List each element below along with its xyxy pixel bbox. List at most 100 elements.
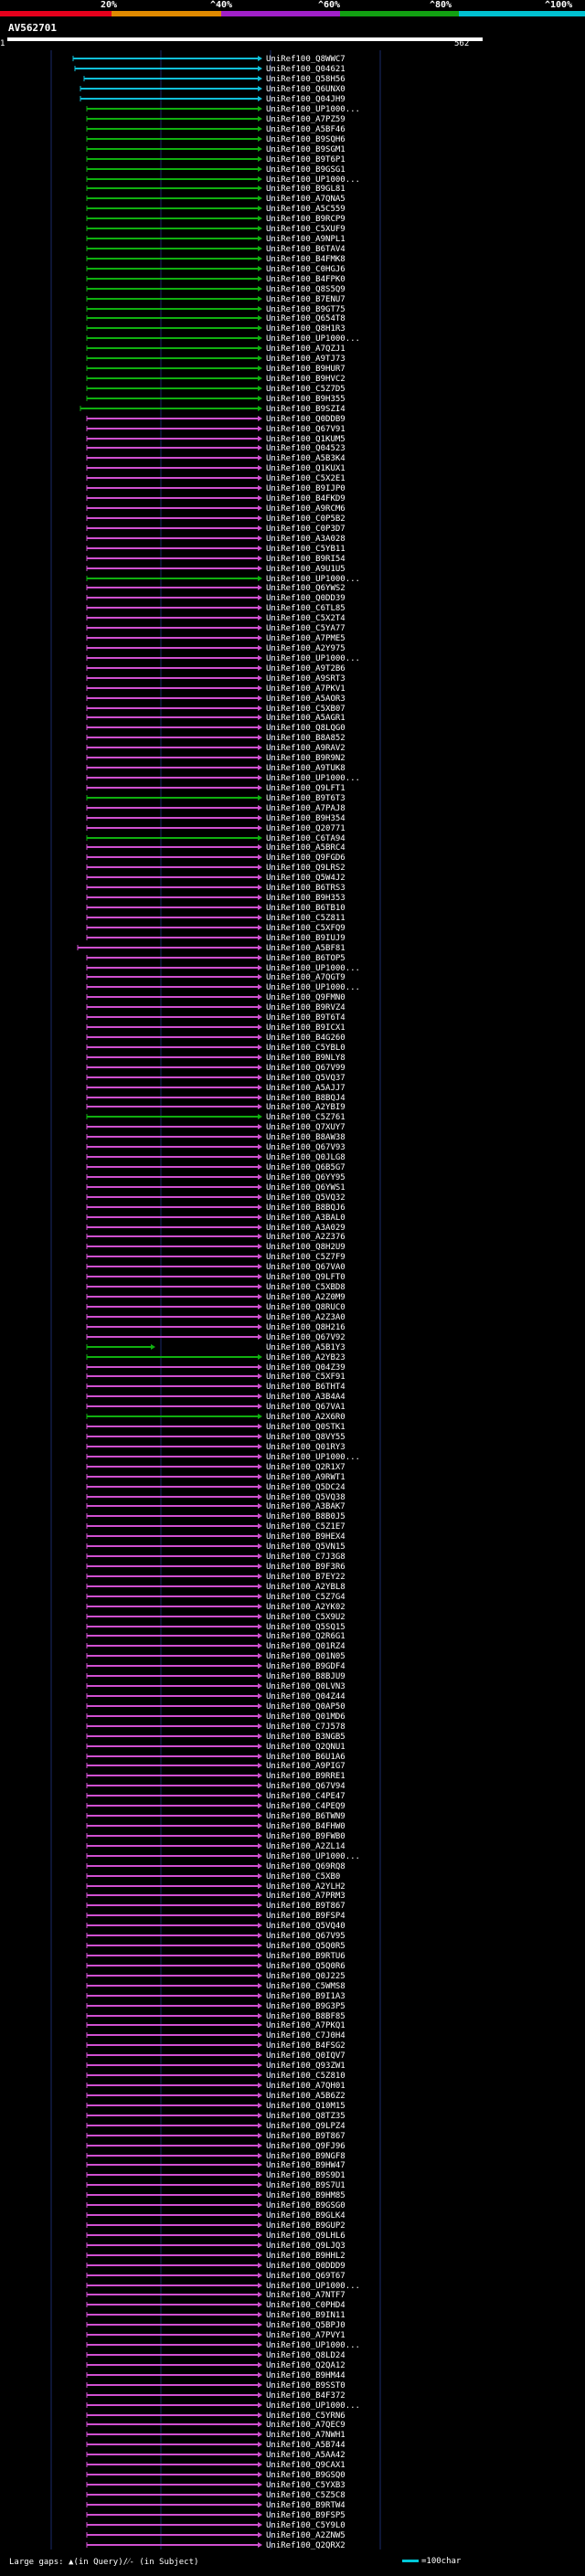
hit-label[interactable]: UniRef100_A2YB23 [266, 1353, 346, 1362]
hit-label[interactable]: UniRef100_C5XF91 [266, 1373, 346, 1382]
hit-label[interactable]: UniRef100_Q67V99 [266, 1064, 346, 1073]
hit-label[interactable]: UniRef100_A2Z0M9 [266, 1293, 346, 1302]
hit-label[interactable]: UniRef100_B9HEX4 [266, 1532, 346, 1542]
hit-label[interactable]: UniRef100_B9S9D1 [266, 2171, 346, 2180]
hit-label[interactable]: UniRef100_B7ENU7 [266, 295, 346, 304]
hit-label[interactable]: UniRef100_Q67VA1 [266, 1403, 346, 1412]
hit-label[interactable]: UniRef100_C4PE47 [266, 1792, 346, 1801]
hit-label[interactable]: UniRef100_C7J3G8 [266, 1553, 346, 1562]
hit-label[interactable]: UniRef100_B8A852 [266, 734, 346, 743]
hit-label[interactable]: UniRef100_Q04523 [266, 444, 346, 453]
hit-label[interactable]: UniRef100_C5Z7D5 [266, 385, 346, 394]
hit-label[interactable]: UniRef100_Q04621 [266, 65, 346, 74]
hit-label[interactable]: UniRef100_A3BAL0 [266, 1214, 346, 1223]
hit-label[interactable]: UniRef100_Q8LQG0 [266, 724, 346, 733]
hit-label[interactable]: UniRef100_A7PVY1 [266, 2331, 346, 2340]
hit-label[interactable]: UniRef100_C5Z761 [266, 1113, 346, 1122]
hit-label[interactable]: UniRef100_Q8H1R3 [266, 324, 346, 334]
hit-label[interactable]: UniRef100_Q5W4J2 [266, 874, 346, 883]
hit-label[interactable]: UniRef100_C0HGJ6 [266, 265, 346, 274]
hit-label[interactable]: UniRef100_B6TRS3 [266, 884, 346, 893]
hit-label[interactable]: UniRef100_C4PEQ9 [266, 1802, 346, 1811]
hit-label[interactable]: UniRef100_Q67V92 [266, 1333, 346, 1342]
hit-label[interactable]: UniRef100_B9T867 [266, 2132, 346, 2141]
hit-label[interactable]: UniRef100_A9PIG7 [266, 1762, 346, 1771]
hit-label[interactable]: UniRef100_A2ZL14 [266, 1842, 346, 1851]
hit-label[interactable]: UniRef100_A2Z3A0 [266, 1313, 346, 1322]
hit-label[interactable]: UniRef100_B6THT4 [266, 1383, 346, 1392]
hit-label[interactable]: UniRef100_C7J578 [266, 1723, 346, 1732]
hit-label[interactable]: UniRef100_B9RTU6 [266, 1952, 346, 1961]
hit-label[interactable]: UniRef100_UP1000... [266, 2282, 360, 2291]
hit-label[interactable]: UniRef100_Q10M15 [266, 2102, 346, 2111]
hit-label[interactable]: UniRef100_B9T6T4 [266, 1013, 346, 1023]
hit-label[interactable]: UniRef100_B9FSP4 [266, 1912, 346, 1921]
hit-label[interactable]: UniRef100_Q0IQV7 [266, 2051, 346, 2061]
hit-label[interactable]: UniRef100_B6TOP5 [266, 954, 346, 963]
hit-label[interactable]: UniRef100_A2X6R0 [266, 1413, 346, 1422]
hit-label[interactable]: UniRef100_A9RAV2 [266, 744, 346, 753]
hit-label[interactable]: UniRef100_A7NWH1 [266, 2431, 346, 2440]
hit-label[interactable]: UniRef100_A9TJ73 [266, 355, 346, 364]
hit-label[interactable]: UniRef100_Q01MD6 [266, 1712, 346, 1722]
hit-label[interactable]: UniRef100_Q9LRS2 [266, 864, 346, 873]
hit-label[interactable]: UniRef100_A7PRM3 [266, 1892, 346, 1901]
hit-label[interactable]: UniRef100_B6TWN9 [266, 1812, 346, 1821]
hit-label[interactable]: UniRef100_B9HW47 [266, 2161, 346, 2170]
hit-label[interactable]: UniRef100_Q8H2U9 [266, 1243, 346, 1252]
hit-label[interactable]: UniRef100_B9RRE1 [266, 1772, 346, 1781]
hit-label[interactable]: UniRef100_B9SGM1 [266, 145, 346, 154]
hit-label[interactable]: UniRef100_B9R9N2 [266, 754, 346, 763]
hit-label[interactable]: UniRef100_B6TB10 [266, 904, 346, 913]
hit-label[interactable]: UniRef100_A2YLH2 [266, 1882, 346, 1892]
hit-label[interactable]: UniRef100_C5YBL0 [266, 1044, 346, 1053]
hit-label[interactable]: UniRef100_A2Y975 [266, 644, 346, 653]
hit-label[interactable]: UniRef100_C5YB11 [266, 545, 346, 554]
hit-label[interactable]: UniRef100_Q8TZ35 [266, 2112, 346, 2121]
hit-label[interactable]: UniRef100_A9NPL1 [266, 235, 346, 244]
hit-label[interactable]: UniRef100_B9HVC2 [266, 375, 346, 384]
hit-label[interactable]: UniRef100_A5C559 [266, 205, 346, 214]
hit-label[interactable]: UniRef100_Q9LPZ4 [266, 2122, 346, 2131]
hit-label[interactable]: UniRef100_Q5Q0R6 [266, 1962, 346, 1971]
hit-label[interactable]: UniRef100_C0PHD4 [266, 2301, 346, 2310]
hit-label[interactable]: UniRef100_B9T6P1 [266, 155, 346, 164]
hit-label[interactable]: UniRef100_B9GT75 [266, 305, 346, 314]
hit-label[interactable]: UniRef100_UP1000... [266, 105, 360, 114]
hit-label[interactable]: UniRef100_B9HHL2 [266, 2252, 346, 2261]
hit-label[interactable]: UniRef100_B8BQJ4 [266, 1094, 346, 1103]
hit-label[interactable]: UniRef100_Q01RY3 [266, 1443, 346, 1452]
hit-label[interactable]: UniRef100_A3A028 [266, 535, 346, 544]
hit-label[interactable]: UniRef100_Q67V91 [266, 425, 346, 434]
hit-label[interactable]: UniRef100_A5AOR3 [266, 694, 346, 704]
hit-label[interactable]: UniRef100_Q5DC24 [266, 1483, 346, 1492]
hit-label[interactable]: UniRef100_Q0STK1 [266, 1423, 346, 1432]
hit-label[interactable]: UniRef100_B4FSG2 [266, 2041, 346, 2051]
hit-label[interactable]: UniRef100_C5YRN6 [266, 2412, 346, 2421]
hit-label[interactable]: UniRef100_Q9LFT1 [266, 784, 346, 793]
hit-label[interactable]: UniRef100_B9GDF4 [266, 1662, 346, 1671]
hit-label[interactable]: UniRef100_Q5VN15 [266, 1542, 346, 1552]
hit-label[interactable]: UniRef100_Q8H216 [266, 1323, 346, 1332]
hit-label[interactable]: UniRef100_B9RI54 [266, 555, 346, 564]
hit-label[interactable]: UniRef100_C5XBD8 [266, 1283, 346, 1292]
hit-label[interactable]: UniRef100_B9S7U1 [266, 2181, 346, 2190]
hit-label[interactable]: UniRef100_Q2R6G1 [266, 1632, 346, 1641]
hit-label[interactable]: UniRef100_B8BF85 [266, 2012, 346, 2021]
hit-label[interactable]: UniRef100_A5BF81 [266, 944, 346, 953]
hit-label[interactable]: UniRef100_Q5VQ32 [266, 1193, 346, 1203]
hit-label[interactable]: UniRef100_Q04Z44 [266, 1692, 346, 1701]
hit-label[interactable]: UniRef100_Q69RQ8 [266, 1862, 346, 1871]
hit-label[interactable]: UniRef100_C5X2T4 [266, 614, 346, 623]
hit-label[interactable]: UniRef100_B9H353 [266, 894, 346, 903]
hit-label[interactable]: UniRef100_B4FHW0 [266, 1822, 346, 1831]
hit-label[interactable]: UniRef100_Q8RUC0 [266, 1303, 346, 1312]
hit-label[interactable]: UniRef100_B8AW38 [266, 1133, 346, 1142]
hit-label[interactable]: UniRef100_Q5VQ37 [266, 1074, 346, 1083]
hit-label[interactable]: UniRef100_C5XB07 [266, 705, 346, 714]
hit-label[interactable]: UniRef100_A5AGR1 [266, 714, 346, 723]
hit-label[interactable]: UniRef100_Q0DDB9 [266, 415, 346, 424]
hit-label[interactable]: UniRef100_Q6B5G7 [266, 1163, 346, 1172]
hit-label[interactable]: UniRef100_Q6UNX0 [266, 85, 346, 94]
hit-label[interactable]: UniRef100_B8BQJ6 [266, 1203, 346, 1213]
